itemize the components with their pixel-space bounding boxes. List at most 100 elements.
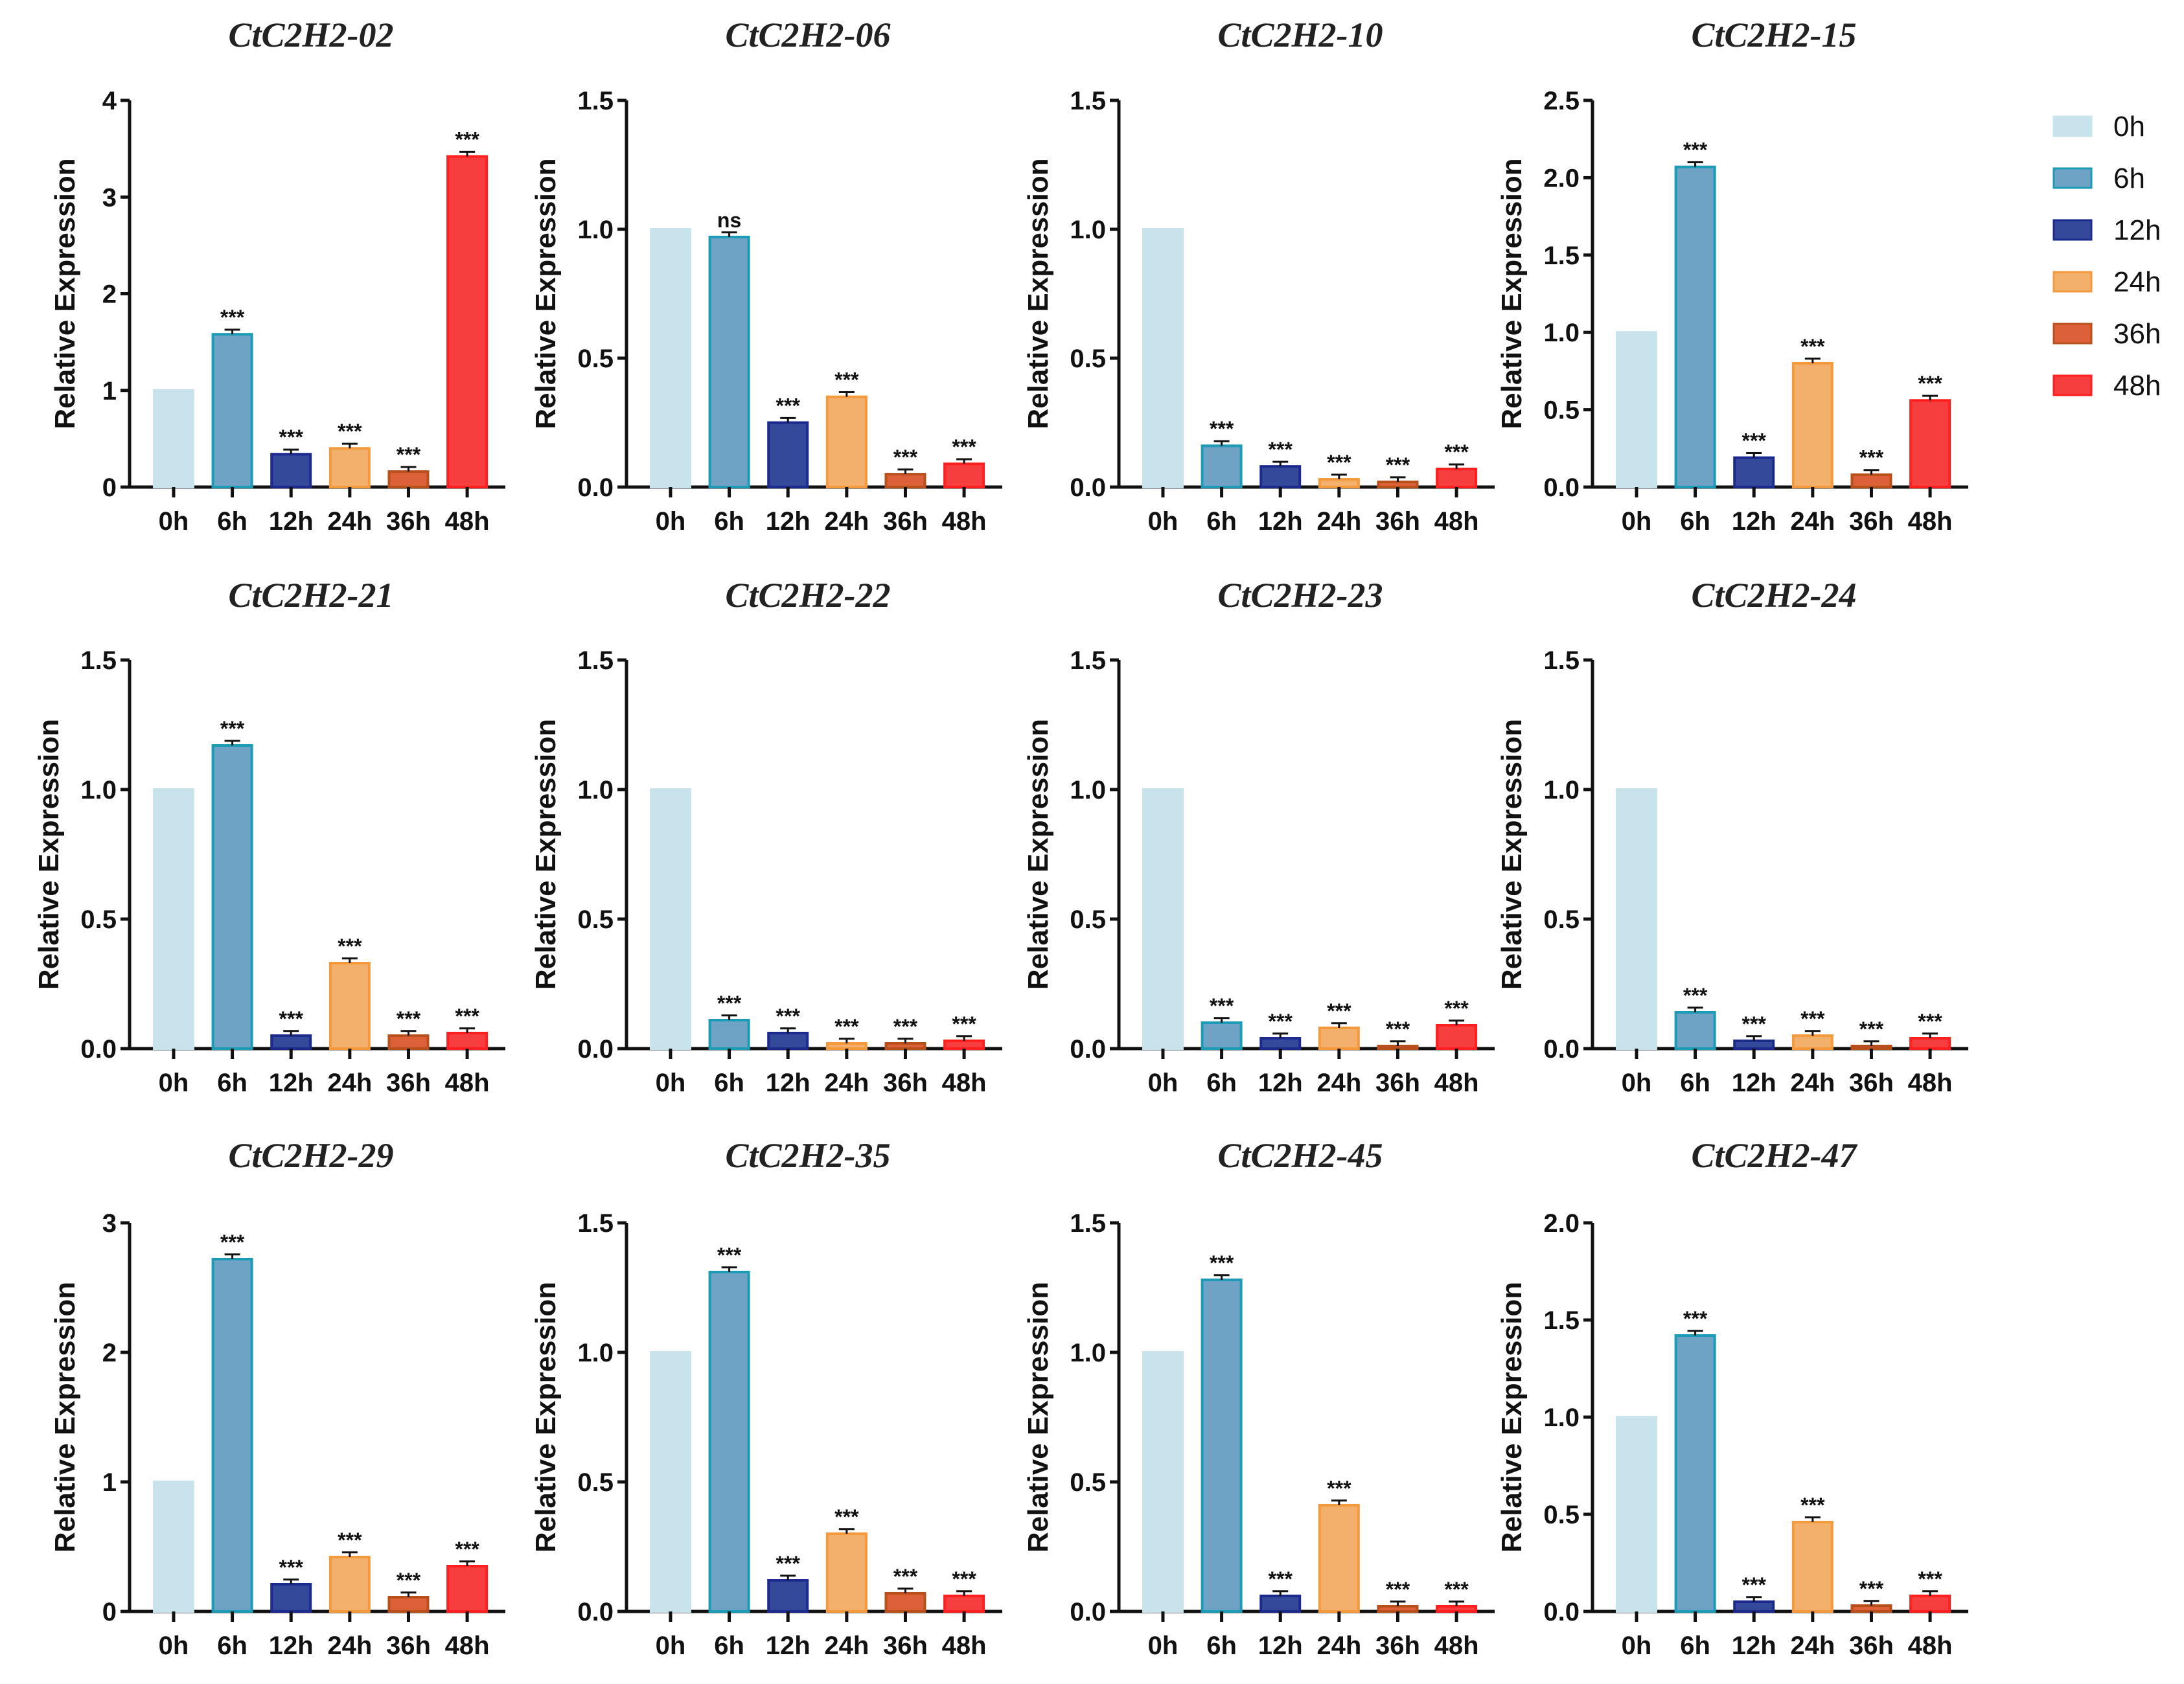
bar-12h — [1733, 456, 1775, 488]
x-tick-label: 0h — [1622, 1069, 1652, 1097]
significance-label: *** — [455, 128, 479, 151]
x-tick-label: 6h — [714, 1069, 744, 1097]
significance-label: *** — [1800, 1007, 1825, 1030]
significance-label: *** — [1269, 1567, 1293, 1591]
x-tick-label: 12h — [269, 1632, 314, 1660]
x-tick-label: 12h — [766, 507, 810, 536]
significance-label: *** — [776, 1005, 801, 1028]
bar-6h — [708, 1019, 750, 1050]
y-axis-label: Relative Expression — [1496, 158, 1528, 429]
bar-6h — [211, 333, 253, 488]
y-tick-label: 0 — [102, 1598, 117, 1626]
significance-label: *** — [397, 1007, 421, 1030]
bar-36h — [1850, 473, 1892, 488]
x-tick-label: 36h — [386, 507, 431, 536]
panel-title: CtC2H2-02 — [228, 16, 393, 54]
y-tick-label: 0.0 — [577, 1598, 614, 1626]
bar-48h — [1436, 1024, 1478, 1050]
significance-label: *** — [776, 1552, 801, 1575]
bar-48h — [1909, 1037, 1951, 1050]
significance-label: *** — [952, 435, 976, 459]
bar-6h — [708, 1271, 750, 1613]
x-tick-label: 48h — [942, 507, 987, 536]
x-tick-label: 6h — [1680, 1069, 1710, 1097]
bar-36h — [1377, 1045, 1419, 1050]
y-tick-label: 0.5 — [1070, 345, 1106, 373]
bar-12h — [1259, 1037, 1302, 1050]
bar-12h — [767, 1579, 809, 1613]
x-tick-label: 48h — [942, 1069, 987, 1097]
x-tick-label: 12h — [766, 1632, 810, 1660]
y-tick-label: 1.5 — [1543, 1306, 1580, 1335]
x-tick-label: 6h — [714, 507, 744, 536]
legend-swatch-48h — [2052, 374, 2093, 396]
bar-6h — [211, 1258, 253, 1613]
y-tick-label: 0.0 — [80, 1035, 117, 1064]
bar-48h — [446, 1032, 489, 1050]
bar-48h — [446, 1565, 489, 1613]
x-tick-label: 6h — [1206, 1069, 1237, 1097]
x-tick-label: 48h — [1908, 507, 1953, 536]
x-tick-label: 0h — [159, 507, 189, 536]
significance-label: *** — [338, 1529, 362, 1552]
bar-6h — [1201, 1021, 1243, 1050]
x-tick-label: 36h — [883, 1632, 928, 1660]
y-tick-label: 0.0 — [1543, 473, 1580, 502]
bar-12h — [767, 421, 809, 488]
y-tick-label: 1.5 — [1070, 87, 1106, 115]
x-tick-label: 12h — [269, 507, 314, 536]
legend-label: 6h — [2113, 163, 2145, 194]
x-tick-label: 36h — [1375, 1069, 1420, 1097]
x-tick-label: 36h — [883, 507, 928, 536]
panel-title: CtC2H2-35 — [725, 1136, 890, 1175]
significance-label: *** — [1742, 429, 1767, 452]
bar-48h — [1436, 468, 1478, 489]
panel-title: CtC2H2-15 — [1691, 16, 1856, 54]
bar-36h — [387, 1596, 430, 1613]
legend-swatch-6h — [2052, 167, 2093, 189]
x-tick-label: 12h — [766, 1069, 810, 1097]
panel-ctc2h2-06: CtC2H2-06 0.0 0.5 1.0 1.5 Relative Expression… — [530, 16, 1002, 536]
x-tick-label: 6h — [1680, 507, 1710, 536]
y-tick-label: 0.5 — [1543, 905, 1580, 934]
bar-12h — [270, 453, 312, 489]
x-tick-label: 0h — [1622, 1632, 1652, 1660]
y-tick-label: 1 — [102, 1468, 117, 1497]
y-tick-label: 1.5 — [577, 646, 614, 675]
bar-0h — [152, 1481, 194, 1613]
y-axis-label: Relative Expression — [33, 719, 65, 990]
x-tick-label: 0h — [656, 1069, 686, 1097]
y-tick-label: 1.5 — [1543, 646, 1580, 675]
y-tick-label: 0.0 — [1543, 1035, 1580, 1064]
panel-title: CtC2H2-10 — [1217, 16, 1383, 54]
x-tick-label: 12h — [1732, 507, 1776, 536]
y-axis-label: Relative Expression — [1022, 1282, 1054, 1553]
y-tick-label: 1.0 — [1543, 1404, 1580, 1432]
x-tick-label: 6h — [1680, 1632, 1710, 1660]
y-tick-label: 0.0 — [1543, 1598, 1580, 1626]
y-tick-label: 0.0 — [577, 473, 614, 502]
y-tick-label: 1.5 — [80, 646, 117, 675]
significance-label: *** — [1210, 994, 1234, 1018]
x-tick-label: 24h — [1316, 1632, 1361, 1660]
significance-label: *** — [1444, 1578, 1469, 1601]
bar-36h — [884, 1042, 926, 1050]
significance-label: *** — [1800, 1494, 1825, 1517]
bar-24h — [328, 447, 371, 488]
significance-label: ns — [717, 209, 741, 232]
x-tick-label: 0h — [1622, 507, 1652, 536]
bar-48h — [1909, 1595, 1951, 1613]
y-axis-label: Relative Expression — [1496, 719, 1528, 990]
y-tick-label: 0.5 — [577, 1468, 614, 1497]
x-tick-label: 6h — [217, 1069, 247, 1097]
legend-label: 0h — [2113, 111, 2145, 142]
panel-ctc2h2-45: CtC2H2-45 0.0 0.5 1.0 1.5 Relative Expression… — [1022, 1136, 1495, 1660]
x-tick-label: 48h — [445, 507, 490, 536]
y-tick-label: 0.5 — [1070, 1468, 1106, 1497]
bar-48h — [943, 1040, 985, 1050]
x-tick-label: 24h — [1790, 1632, 1835, 1660]
x-tick-label: 12h — [1258, 1069, 1303, 1097]
x-tick-label: 0h — [159, 1069, 189, 1097]
y-tick-label: 1.0 — [1070, 776, 1106, 804]
bar-12h — [767, 1032, 809, 1050]
